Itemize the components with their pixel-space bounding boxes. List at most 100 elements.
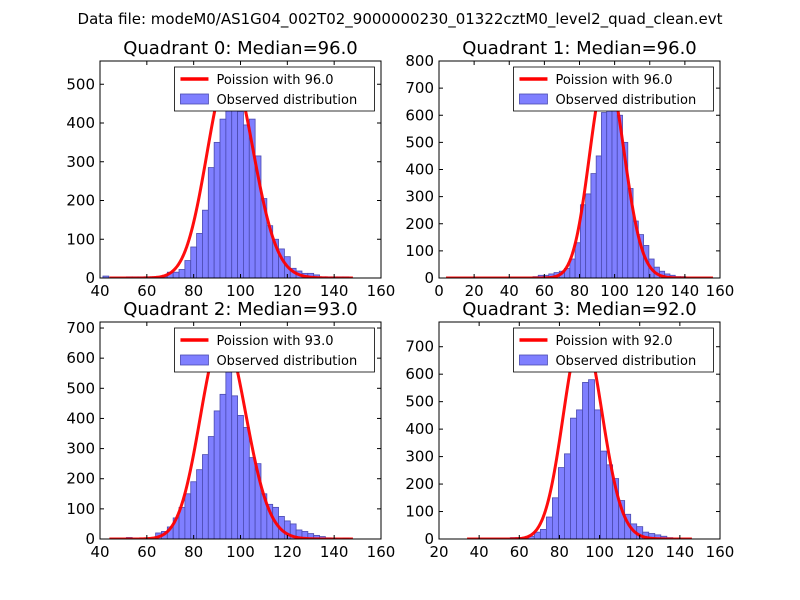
y-tick-label: 400 xyxy=(66,114,95,132)
x-tick-label: 160 xyxy=(367,543,396,561)
legend-bar-swatch xyxy=(519,354,548,366)
y-tick-label: 0 xyxy=(85,530,95,548)
panel-3: 20 40 60 80 100 120 140 160 0 100 200 300 400 500 600 7… xyxy=(405,299,734,561)
legend-bar-label: Observed distribution xyxy=(555,93,696,108)
hist-bar xyxy=(190,481,197,539)
panel-1: 0 20 40 60 80 100 120 140 160 0 100 200 300 400 500 600… xyxy=(405,38,734,300)
x-tick-label: 140 xyxy=(671,282,700,300)
x-tick-label: 160 xyxy=(367,282,396,300)
y-tick-label: 700 xyxy=(405,79,434,97)
hist-bar xyxy=(582,382,589,539)
poisson-curve xyxy=(445,70,714,278)
x-tick-label: 140 xyxy=(666,543,695,561)
hist-bar xyxy=(172,271,180,278)
y-tick-label: 100 xyxy=(405,503,434,521)
hist-bar xyxy=(178,269,186,278)
x-tick-label: 100 xyxy=(600,282,629,300)
y-tick-label: 300 xyxy=(405,448,434,466)
x-tick-label: 20 xyxy=(429,543,448,561)
hist-bar xyxy=(576,409,583,539)
y-tick-label: 100 xyxy=(405,242,434,260)
hist-bar xyxy=(213,410,221,539)
x-tick-label: 40 xyxy=(90,543,109,561)
hist-bar xyxy=(190,246,197,278)
y-tick-label: 100 xyxy=(66,500,95,518)
x-tick-label: 160 xyxy=(706,282,735,300)
panel-title: Quadrant 2: Median=93.0 xyxy=(123,299,358,320)
legend-bar-swatch xyxy=(180,354,209,366)
hist-bar xyxy=(237,110,244,278)
x-tick-label: 160 xyxy=(706,543,735,561)
hist-bar xyxy=(594,409,601,539)
y-tick-label: 100 xyxy=(66,230,95,248)
legend-bar-label: Observed distribution xyxy=(216,93,357,108)
axes-frame xyxy=(438,321,721,540)
x-tick-label: 80 xyxy=(550,543,569,561)
hist-bar xyxy=(219,118,227,278)
hist-bar xyxy=(590,173,597,278)
hist-bar xyxy=(248,457,256,539)
hist-bar xyxy=(574,242,581,278)
x-tick-label: 40 xyxy=(470,543,489,561)
hist-bar xyxy=(564,453,571,539)
y-tick-label: 500 xyxy=(66,75,95,93)
y-tick-label: 300 xyxy=(66,440,95,458)
hist-bar xyxy=(539,528,547,539)
legend-line-label: Poission with 93.0 xyxy=(216,334,333,349)
hist-bar xyxy=(552,497,559,539)
y-tick-label: 400 xyxy=(66,409,95,427)
legend-bar-swatch xyxy=(180,93,209,105)
hist-bar xyxy=(237,415,244,539)
hist-bar xyxy=(225,363,233,539)
y-tick-label: 200 xyxy=(405,215,434,233)
x-tick-label: 140 xyxy=(320,543,349,561)
plot-area xyxy=(445,70,714,278)
hist-bar xyxy=(243,427,250,539)
y-tick-label: 600 xyxy=(66,349,95,367)
legend-bar-swatch xyxy=(519,93,548,105)
x-tick-label: 120 xyxy=(273,282,302,300)
panel-2: 40 60 80 100 120 140 160 0 100 200 300 400 500 600 700… xyxy=(66,299,395,561)
y-tick-label: 500 xyxy=(66,379,95,397)
x-tick-label: 40 xyxy=(500,282,519,300)
y-tick-label: 300 xyxy=(66,153,95,171)
y-tick-label: 600 xyxy=(405,365,434,383)
hist-bar xyxy=(184,260,192,278)
y-tick-label: 0 xyxy=(85,269,95,287)
x-tick-label: 120 xyxy=(273,543,302,561)
x-tick-label: 60 xyxy=(535,282,554,300)
hist-bar xyxy=(601,112,608,278)
hist-bar xyxy=(219,393,227,539)
hist-bar xyxy=(231,395,238,539)
panel-0: 40 60 80 100 120 140 160 0 100 200 300 400 500 Quadra… xyxy=(66,38,395,300)
y-tick-label: 700 xyxy=(405,338,434,356)
y-tick-label: 500 xyxy=(405,133,434,151)
y-tick-label: 600 xyxy=(405,106,434,124)
hist-bar xyxy=(202,209,209,278)
x-tick-label: 80 xyxy=(184,543,203,561)
x-tick-label: 120 xyxy=(625,543,654,561)
x-tick-label: 0 xyxy=(434,282,444,300)
y-tick-label: 200 xyxy=(66,192,95,210)
hist-bar xyxy=(102,275,110,278)
legend-bar-label: Observed distribution xyxy=(555,354,696,369)
y-tick-label: 300 xyxy=(405,188,434,206)
x-tick-label: 60 xyxy=(137,282,156,300)
panel-title: Quadrant 1: Median=96.0 xyxy=(462,38,697,59)
panel-title: Quadrant 0: Median=96.0 xyxy=(123,38,358,59)
hist-bar xyxy=(558,467,565,539)
hist-bar xyxy=(207,436,215,539)
legend-bar-label: Observed distribution xyxy=(216,354,357,369)
x-tick-label: 80 xyxy=(184,282,203,300)
y-tick-label: 200 xyxy=(405,475,434,493)
x-tick-label: 60 xyxy=(510,543,529,561)
hist-bar xyxy=(243,124,250,278)
y-tick-label: 400 xyxy=(405,420,434,438)
y-tick-label: 0 xyxy=(424,269,434,287)
hist-bar xyxy=(207,167,215,278)
hist-bar xyxy=(202,454,209,539)
x-tick-label: 100 xyxy=(226,543,255,561)
hist-bar xyxy=(184,493,192,539)
x-tick-label: 40 xyxy=(90,282,109,300)
y-tick-label: 200 xyxy=(66,470,95,488)
